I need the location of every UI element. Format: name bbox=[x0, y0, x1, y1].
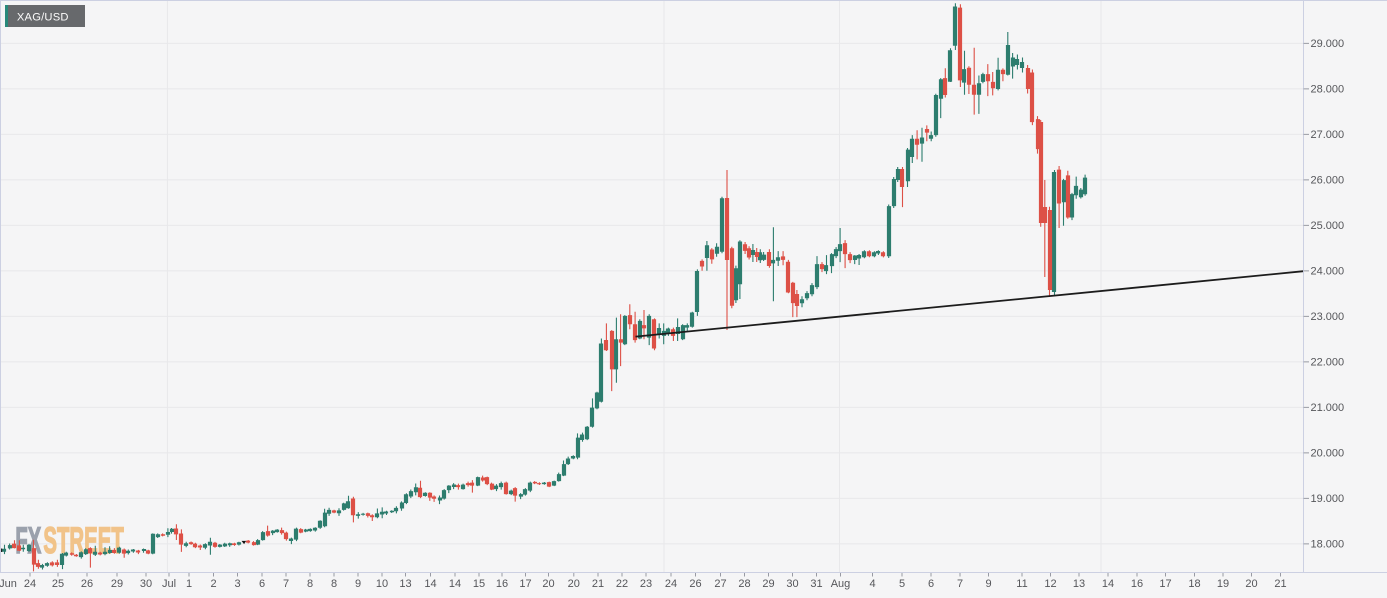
svg-text:20: 20 bbox=[1245, 578, 1257, 590]
svg-text:31: 31 bbox=[810, 578, 822, 590]
svg-text:25: 25 bbox=[52, 578, 64, 590]
svg-text:26: 26 bbox=[81, 578, 93, 590]
svg-text:8: 8 bbox=[331, 578, 337, 590]
svg-text:30: 30 bbox=[140, 578, 152, 590]
svg-text:16: 16 bbox=[496, 578, 508, 590]
svg-text:22: 22 bbox=[616, 578, 628, 590]
svg-text:29.000: 29.000 bbox=[1311, 38, 1345, 50]
svg-text:13: 13 bbox=[399, 578, 411, 590]
svg-text:17: 17 bbox=[1159, 578, 1171, 590]
svg-text:4: 4 bbox=[869, 578, 875, 590]
svg-text:19.000: 19.000 bbox=[1311, 493, 1345, 505]
svg-text:5: 5 bbox=[899, 578, 905, 590]
svg-text:9: 9 bbox=[355, 578, 361, 590]
svg-text:Jun: Jun bbox=[0, 578, 17, 590]
svg-text:3: 3 bbox=[234, 578, 240, 590]
svg-text:20: 20 bbox=[542, 578, 554, 590]
svg-text:Jul: Jul bbox=[162, 578, 176, 590]
svg-text:6: 6 bbox=[259, 578, 265, 590]
svg-text:2: 2 bbox=[210, 578, 216, 590]
svg-text:21.000: 21.000 bbox=[1311, 402, 1345, 414]
svg-text:9: 9 bbox=[985, 578, 991, 590]
svg-text:24: 24 bbox=[665, 578, 677, 590]
svg-text:29: 29 bbox=[111, 578, 123, 590]
svg-text:28: 28 bbox=[738, 578, 750, 590]
svg-text:26: 26 bbox=[689, 578, 701, 590]
svg-text:10: 10 bbox=[376, 578, 388, 590]
svg-text:27: 27 bbox=[714, 578, 726, 590]
svg-text:13: 13 bbox=[1073, 578, 1085, 590]
svg-text:8: 8 bbox=[307, 578, 313, 590]
svg-text:XAG/USD: XAG/USD bbox=[17, 12, 69, 24]
svg-text:FX: FX bbox=[15, 519, 41, 561]
svg-text:20: 20 bbox=[568, 578, 580, 590]
svg-text:Aug: Aug bbox=[831, 578, 851, 590]
svg-text:22.000: 22.000 bbox=[1311, 357, 1345, 369]
svg-text:25.000: 25.000 bbox=[1311, 220, 1345, 232]
svg-text:19: 19 bbox=[1217, 578, 1229, 590]
svg-text:20.000: 20.000 bbox=[1311, 448, 1345, 460]
svg-text:29: 29 bbox=[762, 578, 774, 590]
svg-text:14: 14 bbox=[449, 578, 461, 590]
svg-text:16: 16 bbox=[1131, 578, 1143, 590]
svg-text:17: 17 bbox=[519, 578, 531, 590]
svg-text:26.000: 26.000 bbox=[1311, 175, 1345, 187]
svg-text:24.000: 24.000 bbox=[1311, 266, 1345, 278]
svg-text:18: 18 bbox=[1188, 578, 1200, 590]
svg-text:23: 23 bbox=[640, 578, 652, 590]
svg-text:7: 7 bbox=[957, 578, 963, 590]
svg-text:21: 21 bbox=[1274, 578, 1286, 590]
svg-text:15: 15 bbox=[473, 578, 485, 590]
svg-text:21: 21 bbox=[592, 578, 604, 590]
svg-text:18.000: 18.000 bbox=[1311, 539, 1345, 551]
svg-text:30: 30 bbox=[786, 578, 798, 590]
svg-text:12: 12 bbox=[1044, 578, 1056, 590]
svg-text:STREET: STREET bbox=[43, 519, 123, 561]
svg-text:7: 7 bbox=[283, 578, 289, 590]
svg-text:11: 11 bbox=[1016, 578, 1027, 590]
svg-text:23.000: 23.000 bbox=[1311, 311, 1345, 323]
svg-text:14: 14 bbox=[1102, 578, 1114, 590]
svg-text:24: 24 bbox=[24, 578, 36, 590]
svg-text:27.000: 27.000 bbox=[1311, 129, 1345, 141]
svg-text:28.000: 28.000 bbox=[1311, 84, 1345, 96]
svg-text:1: 1 bbox=[186, 578, 192, 590]
svg-text:6: 6 bbox=[928, 578, 934, 590]
svg-text:14: 14 bbox=[424, 578, 436, 590]
